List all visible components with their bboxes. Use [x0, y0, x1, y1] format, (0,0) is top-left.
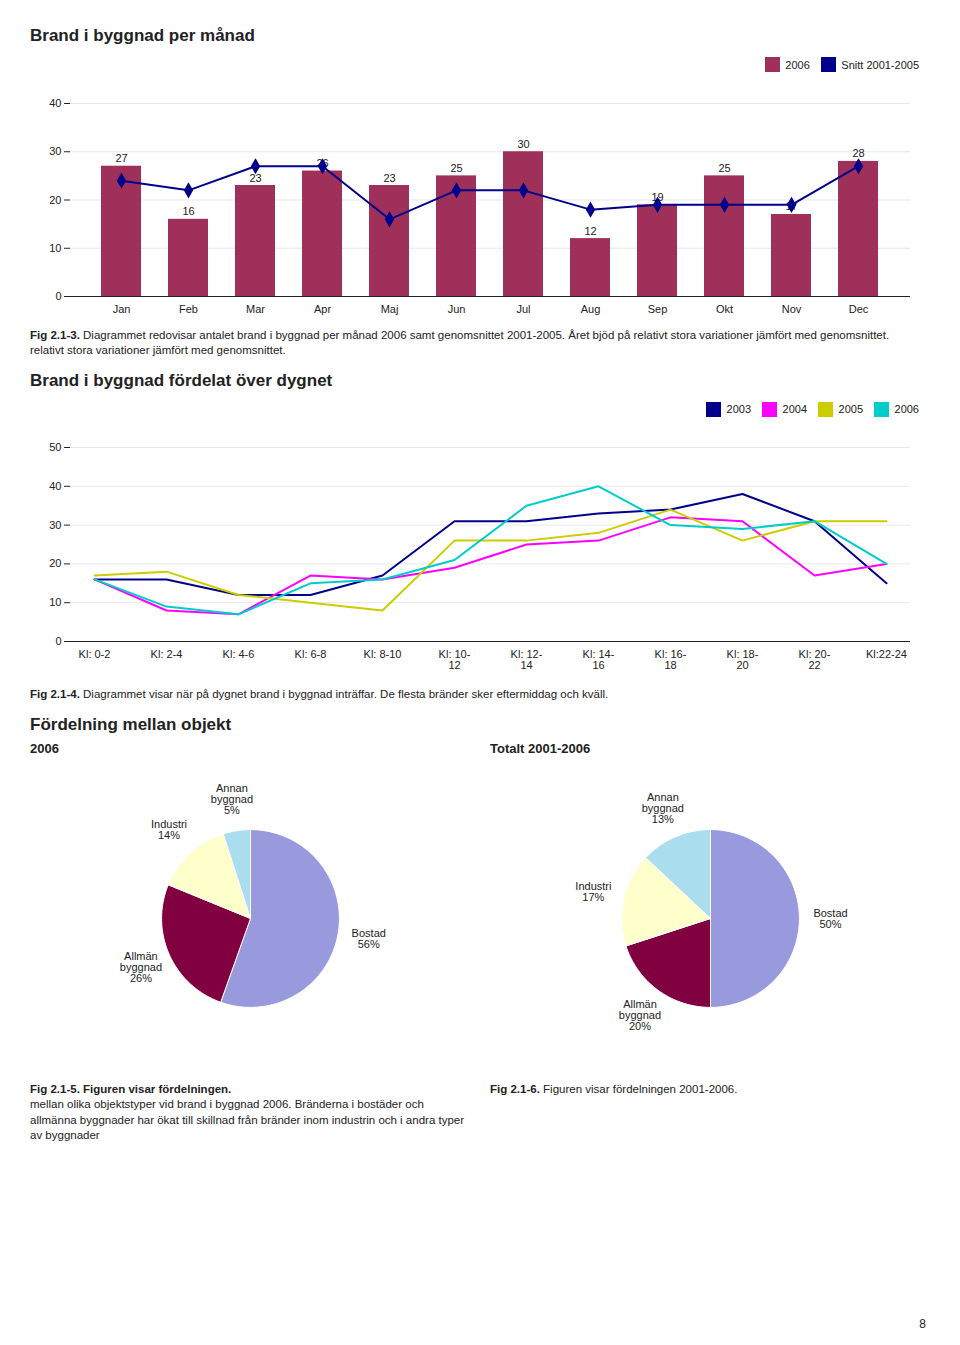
html-text:2003: 2003	[726, 403, 751, 415]
svg-text:20: 20	[49, 193, 61, 205]
html-text:relativt stora variationer jäm: relativt stora variationer jämfört med g…	[30, 344, 286, 356]
svg-text:Kl: 2-4: Kl: 2-4	[151, 648, 183, 660]
svg-text:12: 12	[584, 224, 596, 236]
svg-text:26: 26	[316, 156, 329, 169]
svg-text:Industri14%: Industri14%	[151, 818, 187, 841]
svg-text:Kl: 16-18: Kl: 16-18	[655, 648, 687, 671]
svg-text:Okt: Okt	[716, 303, 733, 315]
svg-text:Annanbyggnad5%: Annanbyggnad5%	[211, 782, 253, 816]
svg-text:Jul: Jul	[516, 303, 530, 315]
html-text:Fig 2.1-6. Figuren visar förde: Fig 2.1-6. Figuren visar fördelningen 20…	[490, 1082, 738, 1095]
svg-text:Bostad56%: Bostad56%	[352, 926, 386, 949]
svg-text:Kl: 8-10: Kl: 8-10	[364, 648, 402, 660]
svg-text:0: 0	[55, 290, 61, 302]
svg-text:0: 0	[55, 635, 61, 647]
html-text:2006: 2006	[894, 403, 919, 415]
html-text:Totalt 2001-2006: Totalt 2001-2006	[490, 740, 591, 756]
html-text:Fig 2.1-3. Diagrammet redovisa: Fig 2.1-3. Diagrammet redovisar antalet …	[30, 328, 890, 341]
svg-text:Kl: 6-8: Kl: 6-8	[295, 648, 327, 660]
html-text:Brand i byggnad per månad: Brand i byggnad per månad	[30, 26, 255, 45]
html-text:8: 8	[919, 1317, 926, 1331]
svg-text:30: 30	[49, 145, 61, 157]
html-text:2004: 2004	[782, 403, 807, 415]
html-text:Brand i byggnad fördelat över: Brand i byggnad fördelat över dygnet	[30, 370, 333, 390]
svg-text:20: 20	[49, 557, 61, 569]
svg-text:27: 27	[115, 152, 127, 164]
svg-text:16: 16	[182, 205, 194, 217]
svg-text:Kl:22-24: Kl:22-24	[866, 648, 907, 660]
svg-text:19: 19	[651, 190, 664, 203]
svg-text:Sep: Sep	[648, 303, 668, 315]
svg-text:Maj: Maj	[381, 303, 399, 315]
svg-text:Kl: 10-12: Kl: 10-12	[439, 648, 471, 671]
svg-text:10: 10	[49, 241, 61, 253]
svg-text:Kl: 4-6: Kl: 4-6	[223, 648, 255, 660]
svg-text:Kl: 12-14: Kl: 12-14	[511, 648, 543, 671]
svg-text:30: 30	[49, 519, 61, 531]
html-text:Snitt 2001-2005: Snitt 2001-2005	[841, 58, 919, 71]
svg-text:Kl: 18-20: Kl: 18-20	[727, 648, 759, 671]
svg-text:Kl: 20-22: Kl: 20-22	[799, 648, 831, 671]
svg-text:23: 23	[383, 171, 395, 183]
svg-text:Feb: Feb	[179, 303, 198, 315]
svg-text:Kl: 0-2: Kl: 0-2	[79, 648, 111, 660]
svg-text:40: 40	[49, 480, 61, 492]
svg-text:25: 25	[450, 161, 462, 173]
svg-text:Mar: Mar	[246, 303, 265, 315]
svg-text:25: 25	[718, 161, 730, 173]
svg-text:10: 10	[49, 596, 61, 608]
svg-text:Aug: Aug	[581, 303, 601, 315]
html-text:mellan olika objektstyper vid: mellan olika objektstyper vid brand i by…	[30, 1098, 468, 1142]
svg-text:30: 30	[517, 137, 529, 149]
svg-text:28: 28	[852, 147, 864, 159]
svg-text:Dec: Dec	[849, 303, 869, 315]
svg-text:Nov: Nov	[782, 303, 802, 315]
svg-text:Jan: Jan	[113, 303, 131, 315]
svg-text:40: 40	[49, 97, 61, 109]
svg-text:Kl: 14-16: Kl: 14-16	[583, 648, 615, 671]
svg-text:Allmänbyggnad20%: Allmänbyggnad20%	[619, 998, 661, 1032]
svg-text:Bostad50%: Bostad50%	[813, 906, 847, 929]
html-text:Fördelning mellan objekt: Fördelning mellan objekt	[30, 714, 232, 734]
html-text:2006: 2006	[30, 740, 59, 756]
svg-text:Industri17%: Industri17%	[575, 880, 611, 903]
html-text:Fig 2.1-4. Diagrammet visar nä: Fig 2.1-4. Diagrammet visar när på dygne…	[30, 688, 609, 700]
html-text:2005: 2005	[838, 403, 863, 415]
html-text:2006: 2006	[785, 58, 810, 71]
svg-text:Annanbyggnad13%: Annanbyggnad13%	[642, 790, 684, 824]
svg-text:Jun: Jun	[448, 303, 466, 315]
svg-text:23: 23	[249, 171, 262, 183]
svg-text:Allmänbyggnad26%: Allmänbyggnad26%	[120, 949, 162, 983]
svg-text:Apr: Apr	[314, 303, 331, 315]
svg-text:50: 50	[49, 441, 61, 453]
html-text:Fig 2.1-5. Figuren visar förde: Fig 2.1-5. Figuren visar fördelningen.	[30, 1082, 232, 1095]
